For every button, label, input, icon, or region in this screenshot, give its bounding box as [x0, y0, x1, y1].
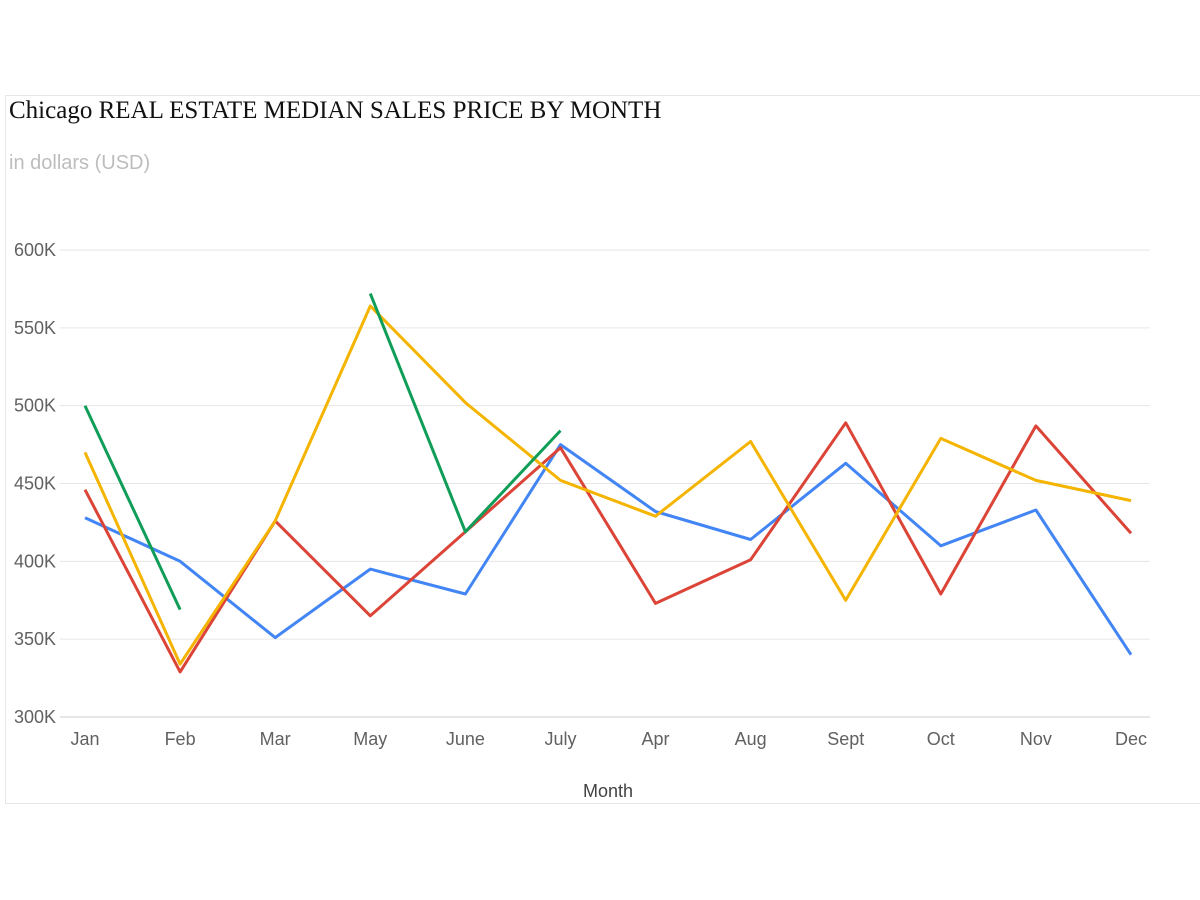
y-tick-label: 500K	[14, 396, 56, 416]
chart-subtitle: in dollars (USD)	[9, 152, 151, 174]
series-line-2	[83, 421, 1133, 674]
y-tick-label: 450K	[14, 474, 56, 494]
series-line-1	[84, 443, 1133, 656]
y-tick-label: 400K	[14, 551, 56, 571]
grid-lines	[60, 249, 1150, 718]
y-axis-ticks: 300K 350K 400K 450K 500K 550K 600K	[14, 240, 56, 727]
x-tick-label: Nov	[1020, 729, 1052, 749]
x-tick-label: July	[544, 729, 576, 749]
x-tick-label: June	[446, 729, 485, 749]
y-tick-label: 550K	[14, 318, 56, 338]
x-tick-label: Oct	[927, 729, 955, 749]
series-line-4	[83, 293, 562, 611]
series-lines	[83, 293, 1133, 674]
chart-card	[5, 95, 1200, 804]
x-tick-label: May	[353, 729, 387, 749]
series-line-3	[83, 304, 1132, 666]
x-tick-label: Mar	[260, 729, 291, 749]
chart-title: Chicago REAL ESTATE MEDIAN SALES PRICE B…	[9, 97, 662, 124]
x-tick-label: Dec	[1115, 729, 1147, 749]
x-axis-title: Month	[583, 781, 633, 801]
y-tick-label: 350K	[14, 629, 56, 649]
x-tick-label: Feb	[165, 729, 196, 749]
x-axis-ticks: Jan Feb Mar May June July Apr Aug Sept Oct Nov Dec	[70, 729, 1147, 749]
x-tick-label: Aug	[735, 729, 767, 749]
x-tick-label: Jan	[70, 729, 99, 749]
x-tick-label: Sept	[827, 729, 864, 749]
x-tick-label: Apr	[642, 729, 670, 749]
y-tick-label: 300K	[14, 707, 56, 727]
y-tick-label: 600K	[14, 240, 56, 260]
